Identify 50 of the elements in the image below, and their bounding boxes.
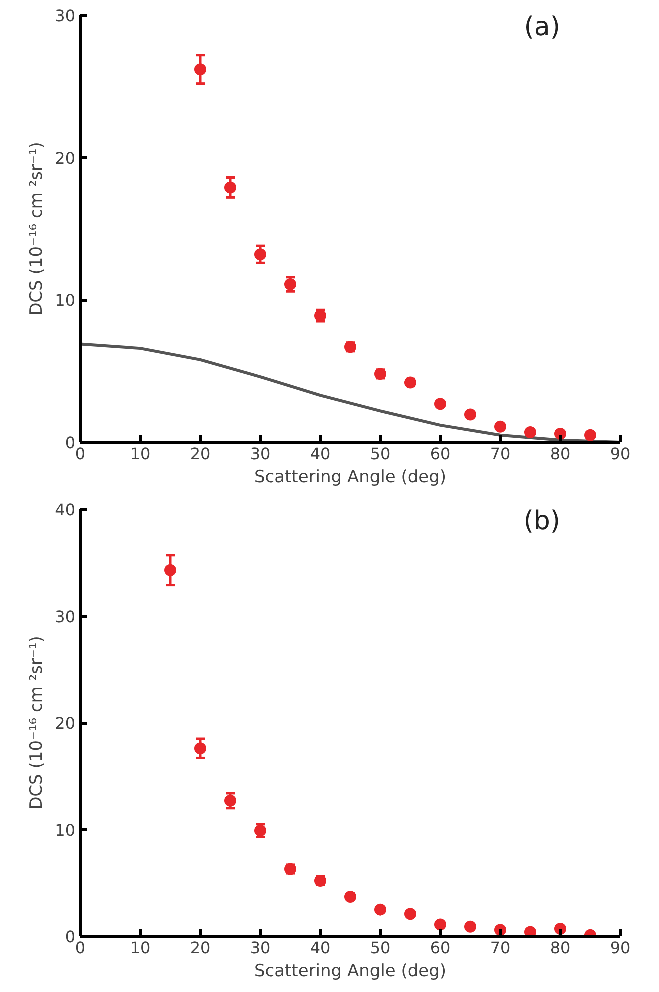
y-tick-label: 40 bbox=[55, 500, 76, 520]
x-tick-label: 40 bbox=[310, 938, 331, 958]
point bbox=[434, 918, 446, 931]
point bbox=[254, 248, 266, 261]
x-tick-label: 70 bbox=[490, 938, 511, 958]
x-tick-label: 90 bbox=[610, 444, 631, 464]
point bbox=[524, 426, 536, 439]
y-tick-label: 30 bbox=[55, 6, 76, 26]
x-tick-label: 80 bbox=[550, 938, 571, 958]
x-tick-label: 50 bbox=[370, 938, 391, 958]
x-tick-label: 60 bbox=[430, 444, 451, 464]
x-tick-label: 10 bbox=[130, 938, 151, 958]
x-tick-label: 60 bbox=[430, 938, 451, 958]
x-axis-title: Scattering Angle (deg) bbox=[254, 468, 447, 488]
x-tick-label: 80 bbox=[550, 444, 571, 464]
y-axis-title: DCS (10⁻¹⁶ cm ²sr⁻¹) bbox=[27, 636, 48, 810]
x-tick-label: 40 bbox=[310, 444, 331, 464]
y-tick-label: 20 bbox=[55, 148, 76, 168]
point bbox=[344, 891, 356, 903]
x-tick-label: 10 bbox=[130, 444, 151, 464]
point bbox=[374, 904, 386, 916]
point bbox=[404, 376, 416, 389]
point bbox=[404, 908, 416, 920]
point bbox=[164, 564, 176, 576]
point bbox=[524, 926, 536, 936]
point bbox=[224, 794, 236, 807]
point bbox=[434, 398, 446, 410]
x-tick-label: 30 bbox=[250, 444, 271, 464]
x-tick-label: 90 bbox=[610, 938, 631, 958]
y-tick-label: 30 bbox=[55, 607, 76, 626]
x-tick-label: 70 bbox=[490, 444, 511, 464]
point bbox=[584, 429, 596, 442]
point bbox=[284, 278, 296, 290]
x-tick-label: 30 bbox=[250, 938, 271, 958]
x-tick-label: 50 bbox=[370, 444, 391, 464]
point bbox=[464, 920, 476, 933]
annotation: (b) bbox=[524, 506, 561, 536]
point bbox=[224, 182, 236, 194]
point bbox=[194, 64, 206, 76]
annotation: (a) bbox=[524, 12, 561, 42]
y-tick-label: 20 bbox=[55, 714, 76, 733]
x-tick-label: 20 bbox=[190, 938, 211, 958]
y-tick-label: 10 bbox=[55, 291, 76, 310]
x-axis-title: Scattering Angle (deg) bbox=[254, 962, 447, 982]
point bbox=[464, 408, 476, 421]
point bbox=[494, 420, 506, 433]
y-axis-title: DCS (10⁻¹⁶ cm ²sr⁻¹) bbox=[27, 142, 48, 316]
point bbox=[194, 742, 206, 755]
x-tick-label: 20 bbox=[190, 444, 211, 464]
y-tick-label: 10 bbox=[55, 820, 76, 840]
